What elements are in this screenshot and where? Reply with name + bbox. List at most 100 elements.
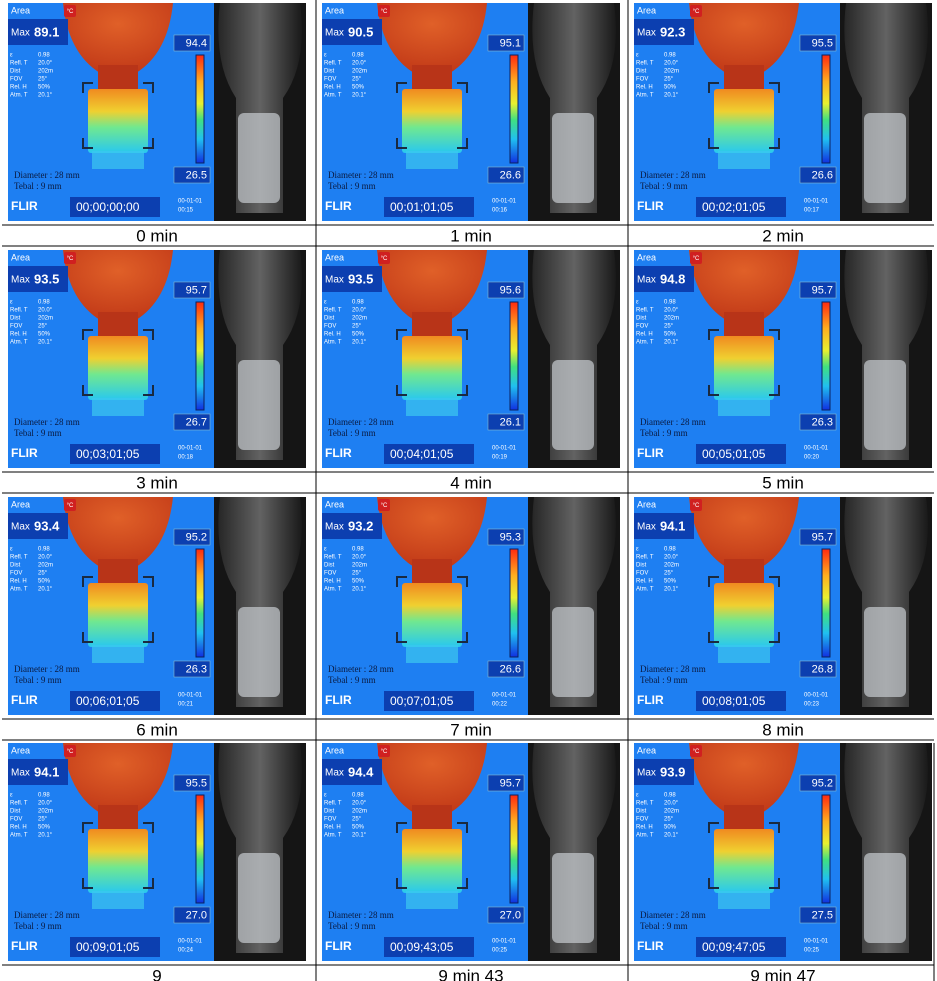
thickness-label: Tebal : 9 mm	[14, 921, 62, 931]
param-label: ε	[10, 300, 13, 306]
max-box	[322, 759, 382, 785]
param-value: 25°	[664, 571, 674, 577]
param-value: 25°	[38, 817, 48, 823]
unit-icon-box	[64, 745, 76, 757]
roi-bracket	[769, 385, 780, 396]
param-value: 202m	[664, 69, 679, 75]
unit-icon-box	[378, 745, 390, 757]
timestamp-box	[384, 691, 474, 711]
block	[402, 583, 462, 647]
scale-min: 26.1	[500, 416, 521, 428]
max-value: 89.1	[34, 24, 59, 39]
roi-bracket	[143, 878, 154, 889]
scale-min-box	[799, 660, 837, 678]
unit-icon: °C	[381, 503, 388, 509]
param-value: 25°	[664, 817, 674, 823]
bulb	[377, 743, 487, 813]
param-label: Refl. T	[636, 555, 654, 561]
date: 00-01-01	[492, 199, 517, 205]
param-label: Dist	[10, 69, 21, 75]
param-label: Refl. T	[10, 555, 28, 561]
bulb	[689, 497, 799, 567]
thermal-frame: Area °C Max 94.1 ε 0.98 Refl. T 20.0° Dist 202m FO…	[634, 497, 932, 715]
scale-min-box	[799, 166, 837, 184]
clock: 00:15	[178, 208, 194, 214]
max-value: 94.1	[34, 764, 59, 779]
brand-logo: FLIR	[637, 199, 664, 213]
roi-bracket	[143, 576, 154, 587]
caption: 7 min	[450, 720, 492, 739]
color-bar	[509, 54, 519, 164]
scale-min: 26.5	[186, 169, 207, 181]
neck	[724, 65, 764, 93]
brand-logo: FLIR	[325, 939, 352, 953]
color-bar	[509, 794, 519, 904]
param-label: FOV	[10, 571, 22, 577]
neck	[98, 312, 138, 340]
roi-bracket	[82, 878, 93, 889]
timestamp-box	[70, 691, 160, 711]
area-label: Area	[637, 252, 656, 262]
timestamp: 00;00;00;00	[76, 200, 140, 214]
photo-neck	[238, 113, 280, 203]
scale-max: 95.7	[812, 531, 833, 543]
param-label: FOV	[324, 571, 336, 577]
param-label: Atm. T	[10, 340, 28, 346]
roi-bracket	[769, 576, 780, 587]
photo-neck	[864, 113, 906, 203]
roi-bracket	[396, 385, 407, 396]
scale-max: 95.5	[812, 37, 833, 49]
thickness-label: Tebal : 9 mm	[328, 181, 376, 191]
max-label: Max	[11, 768, 30, 779]
roi-bracket	[457, 329, 468, 340]
area-label: Area	[11, 5, 30, 15]
param-value: 202m	[664, 316, 679, 322]
scale-max-box	[487, 774, 525, 792]
brand-logo: FLIR	[637, 446, 664, 460]
param-value: 25°	[38, 571, 48, 577]
block	[88, 583, 148, 647]
caption: 1 min	[450, 226, 492, 245]
roi-bracket	[457, 822, 468, 833]
param-label: Rel. H	[636, 579, 653, 585]
param-label: FOV	[636, 571, 648, 577]
timestamp: 00;09;01;05	[76, 940, 140, 954]
thickness-label: Tebal : 9 mm	[640, 428, 688, 438]
date: 00-01-01	[804, 939, 829, 945]
unit-icon: °C	[67, 503, 74, 509]
neck	[412, 65, 452, 93]
param-value: 50%	[664, 332, 677, 338]
param-value: 202m	[352, 809, 367, 815]
neck	[412, 805, 452, 833]
area-label: Area	[637, 745, 656, 755]
unit-icon-box	[378, 5, 390, 17]
timestamp-box	[70, 197, 160, 217]
photo-neck	[552, 853, 594, 943]
diameter-label: Diameter : 28 mm	[14, 664, 80, 674]
timestamp: 00;03;01;05	[76, 447, 140, 461]
photo-neck	[552, 607, 594, 697]
param-value: 20.0°	[664, 61, 679, 67]
scale-max: 94.4	[186, 37, 207, 49]
param-value: 50%	[664, 825, 677, 831]
thermal-frame: Area °C Max 93.4 ε 0.98 Refl. T 20.0° Dist 202m FO…	[8, 497, 306, 715]
param-label: Atm. T	[10, 93, 28, 99]
roi-bracket	[143, 822, 154, 833]
thickness-label: Tebal : 9 mm	[14, 181, 62, 191]
max-box	[8, 266, 68, 292]
param-value: 25°	[664, 324, 674, 330]
scale-min: 27.5	[812, 909, 833, 921]
clock: 00:17	[804, 208, 820, 214]
roi-bracket	[769, 822, 780, 833]
max-box	[8, 513, 68, 539]
max-label: Max	[637, 768, 656, 779]
param-value: 0.98	[352, 547, 364, 553]
max-label: Max	[325, 522, 344, 533]
param-value: 50%	[664, 579, 677, 585]
roi-bracket	[396, 632, 407, 643]
unit-icon-box	[64, 5, 76, 17]
scale-min-box	[487, 906, 525, 924]
roi-bracket	[457, 632, 468, 643]
param-value: 0.98	[352, 300, 364, 306]
